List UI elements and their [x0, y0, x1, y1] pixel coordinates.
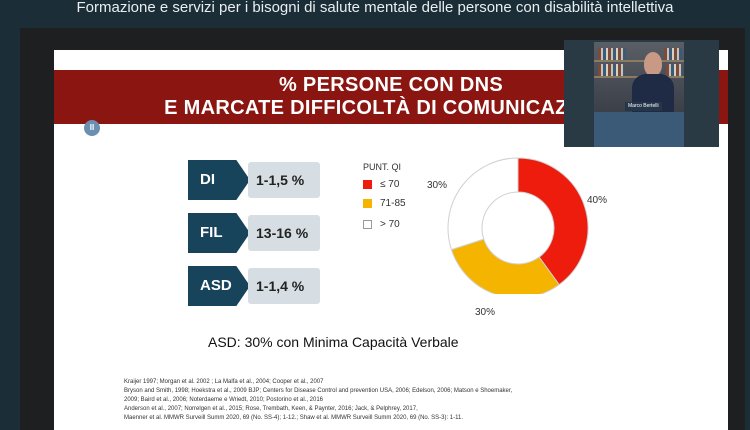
- category-value: 13-16 %: [248, 215, 320, 251]
- slice-label-30-yellow: 30%: [475, 307, 496, 318]
- category-label: FIL: [188, 213, 250, 253]
- reference-line: Maenner et al. MMWR Surveill Summ 2020, …: [124, 415, 464, 421]
- legend-label: 71-85: [380, 198, 406, 209]
- slide-title-line-2: E MARCATE DIFFICOLTÀ DI COMUNICAZIONE: [164, 97, 618, 119]
- legend-label: ≤ 70: [380, 179, 400, 190]
- legend-title: PUNT. QI: [363, 162, 402, 172]
- video-feed: Marco Bertelli: [594, 42, 684, 112]
- presentation-caption: Formazione e servizi per i bisogni di sa…: [76, 0, 674, 16]
- reference-line: 2009; Baird et al., 2006; Noterdaeme e W…: [124, 397, 324, 403]
- legend-swatch: [363, 199, 372, 208]
- legend-label: > 70: [380, 219, 400, 230]
- donut-chart: [447, 157, 589, 294]
- slice-label-30-white: 30%: [427, 180, 448, 191]
- reference-line: Anderson et al., 2007; Norrelgen et al.,…: [124, 406, 418, 412]
- category-value: 1-1,5 %: [248, 162, 320, 198]
- references: Kraijer 1997; Morgan et al. 2002 ; La Ma…: [124, 378, 724, 423]
- category-di: DI 1-1,5 %: [188, 160, 328, 200]
- pause-icon[interactable]: II: [84, 120, 100, 136]
- category-label: DI: [188, 160, 250, 200]
- participant-video-tile[interactable]: Marco Bertelli: [564, 40, 719, 147]
- donut-slice-2: [450, 238, 560, 294]
- legend-swatch: [363, 180, 372, 189]
- slice-label-40: 40%: [587, 195, 608, 206]
- reference-line: Kraijer 1997; Morgan et al. 2002 ; La Ma…: [124, 379, 324, 385]
- reference-line: Bryson and Smith, 1998; Hoekstra et al.,…: [124, 388, 513, 394]
- category-label: ASD: [188, 266, 250, 306]
- category-fil: FIL 13-16 %: [188, 213, 328, 253]
- legend-swatch: [363, 220, 372, 229]
- donut-slice-3: [447, 157, 519, 251]
- slide-title-line-1: % PERSONE CON DNS: [278, 74, 504, 96]
- category-value: 1-1,4 %: [248, 268, 320, 304]
- donut-slice-1: [517, 157, 589, 286]
- video-controls: [594, 112, 684, 147]
- speaker-name-tag: Marco Bertelli: [625, 102, 662, 111]
- asd-note: ASD: 30% con Minima Capacità Verbale: [208, 334, 459, 350]
- speaker-head: [644, 52, 662, 76]
- category-asd: ASD 1-1,4 %: [188, 266, 328, 306]
